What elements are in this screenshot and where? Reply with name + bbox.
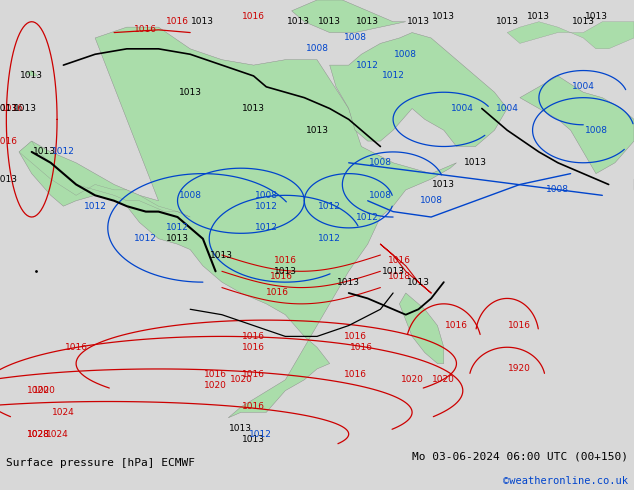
- Text: 1013: 1013: [14, 104, 37, 113]
- Text: 1013: 1013: [33, 147, 56, 156]
- Text: 1012: 1012: [249, 430, 271, 439]
- Text: 1016: 1016: [242, 12, 265, 21]
- Text: Surface pressure [hPa] ECMWF: Surface pressure [hPa] ECMWF: [6, 458, 195, 468]
- Text: 1016
1020: 1016 1020: [204, 370, 227, 390]
- Text: 1013: 1013: [0, 104, 18, 113]
- Text: 1012: 1012: [356, 213, 379, 221]
- Text: 1028: 1028: [27, 430, 49, 439]
- Text: 1008: 1008: [547, 185, 569, 195]
- Text: 1013: 1013: [337, 278, 360, 287]
- Text: 1004: 1004: [572, 82, 595, 91]
- Text: 1920: 1920: [508, 365, 531, 373]
- Text: 1020: 1020: [230, 375, 252, 384]
- Text: 1012: 1012: [356, 61, 379, 70]
- Text: 1016: 1016: [166, 17, 189, 26]
- Text: 1016: 1016: [242, 343, 265, 352]
- Text: 1016: 1016: [344, 370, 366, 379]
- Text: 1024: 1024: [52, 408, 75, 417]
- Polygon shape: [507, 22, 634, 49]
- Text: 1013: 1013: [527, 12, 550, 21]
- Text: 1008: 1008: [369, 191, 392, 200]
- Text: 1028: 1028: [27, 430, 49, 439]
- Text: 1013: 1013: [287, 17, 309, 26]
- Text: 1016: 1016: [134, 25, 157, 34]
- Polygon shape: [330, 32, 507, 147]
- Text: 1013: 1013: [432, 12, 455, 21]
- Polygon shape: [25, 71, 38, 76]
- Text: 1013: 1013: [242, 435, 265, 444]
- Text: 1016: 1016: [445, 321, 468, 330]
- Text: Mo 03-06-2024 06:00 UTC (00+150): Mo 03-06-2024 06:00 UTC (00+150): [411, 451, 628, 461]
- Text: 1016: 1016: [508, 321, 531, 330]
- Text: 1013: 1013: [210, 250, 233, 260]
- Text: 1008: 1008: [179, 191, 202, 200]
- Text: 1008: 1008: [369, 158, 392, 167]
- Text: 1012: 1012: [318, 202, 341, 211]
- Text: 1004: 1004: [451, 104, 474, 113]
- Text: 1013: 1013: [356, 17, 379, 26]
- Text: 1004: 1004: [496, 104, 519, 113]
- Text: 1012: 1012: [255, 202, 278, 211]
- Text: 1008: 1008: [585, 126, 607, 135]
- Text: 1013: 1013: [0, 174, 18, 184]
- Text: 1013: 1013: [179, 88, 202, 97]
- Text: 1012: 1012: [318, 234, 341, 243]
- Text: 1013: 1013: [496, 17, 519, 26]
- Text: 1013: 1013: [464, 158, 487, 167]
- Text: 1013: 1013: [585, 12, 607, 21]
- Text: 1016: 1016: [242, 332, 265, 341]
- Text: 1013: 1013: [230, 424, 252, 433]
- Text: ©weatheronline.co.uk: ©weatheronline.co.uk: [503, 476, 628, 486]
- Text: 1016: 1016: [65, 343, 87, 352]
- Text: 1013: 1013: [382, 267, 404, 276]
- Text: 1013: 1013: [20, 72, 43, 80]
- Text: 1016: 1016: [274, 256, 297, 265]
- Text: 1016: 1016: [242, 370, 265, 379]
- Text: 1013: 1013: [407, 278, 430, 287]
- Text: 1012: 1012: [166, 223, 189, 232]
- Text: 1016: 1016: [1, 104, 24, 113]
- Text: 1013: 1013: [318, 17, 341, 26]
- Text: 1008: 1008: [306, 44, 328, 53]
- Text: 1016: 1016: [266, 289, 289, 297]
- Text: 1018: 1018: [388, 272, 411, 281]
- Text: 1013: 1013: [306, 126, 328, 135]
- Text: 1016: 1016: [344, 332, 366, 341]
- Text: 1020: 1020: [27, 386, 49, 395]
- Text: 1013: 1013: [166, 234, 189, 243]
- Text: 1008: 1008: [255, 191, 278, 200]
- Polygon shape: [399, 293, 444, 364]
- Text: 1008: 1008: [420, 196, 443, 205]
- Text: 1013: 1013: [191, 17, 214, 26]
- Text: 1020: 1020: [432, 375, 455, 384]
- Text: 1020: 1020: [401, 375, 424, 384]
- Text: 1016: 1016: [350, 343, 373, 352]
- Text: 1012: 1012: [134, 234, 157, 243]
- Polygon shape: [292, 0, 406, 32]
- Text: 1012: 1012: [52, 147, 75, 156]
- Polygon shape: [19, 27, 456, 418]
- Polygon shape: [19, 141, 190, 217]
- Text: 1016: 1016: [270, 272, 293, 281]
- Text: 1013: 1013: [432, 180, 455, 189]
- Text: 1013: 1013: [407, 17, 430, 26]
- Text: 1012: 1012: [255, 223, 278, 232]
- Text: 1008: 1008: [394, 50, 417, 59]
- Text: 1020: 1020: [33, 386, 56, 395]
- Text: 1012: 1012: [84, 202, 107, 211]
- Text: 1016: 1016: [388, 256, 411, 265]
- Text: 1013: 1013: [274, 267, 297, 276]
- Text: 1024: 1024: [46, 430, 68, 439]
- Text: 1008: 1008: [344, 33, 366, 43]
- Text: 1012: 1012: [382, 72, 404, 80]
- Text: 1013: 1013: [242, 104, 265, 113]
- Text: 1016: 1016: [0, 137, 18, 146]
- Text: 1013: 1013: [572, 17, 595, 26]
- Text: 1016: 1016: [242, 402, 265, 412]
- Polygon shape: [520, 76, 634, 173]
